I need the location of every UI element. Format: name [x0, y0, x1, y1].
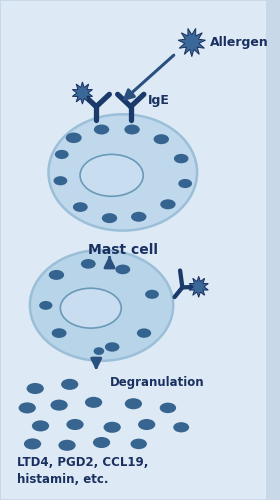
Ellipse shape [104, 422, 121, 433]
Ellipse shape [138, 419, 155, 430]
Ellipse shape [130, 438, 147, 449]
Ellipse shape [60, 288, 121, 328]
Ellipse shape [102, 213, 117, 223]
Ellipse shape [32, 420, 49, 432]
Ellipse shape [154, 134, 169, 144]
Polygon shape [189, 276, 208, 297]
Ellipse shape [160, 402, 176, 413]
Ellipse shape [53, 176, 67, 186]
Ellipse shape [174, 154, 188, 164]
Ellipse shape [50, 400, 68, 410]
Ellipse shape [48, 114, 197, 230]
Ellipse shape [131, 212, 146, 222]
Ellipse shape [115, 264, 130, 274]
Ellipse shape [39, 301, 52, 310]
Ellipse shape [66, 419, 84, 430]
Ellipse shape [24, 438, 41, 450]
Text: Degranulation: Degranulation [109, 376, 204, 389]
Ellipse shape [73, 202, 88, 212]
Text: LTD4, PGD2, CCL19,
histamin, etc.: LTD4, PGD2, CCL19, histamin, etc. [17, 456, 148, 486]
Text: Allergen: Allergen [210, 36, 269, 49]
Ellipse shape [105, 342, 120, 351]
Ellipse shape [52, 328, 67, 338]
Ellipse shape [59, 440, 76, 451]
Ellipse shape [27, 383, 44, 394]
Ellipse shape [125, 398, 142, 409]
Ellipse shape [145, 290, 159, 299]
Text: Mast cell: Mast cell [88, 243, 158, 257]
Ellipse shape [94, 347, 104, 355]
Polygon shape [72, 82, 93, 104]
Ellipse shape [93, 437, 110, 448]
Ellipse shape [66, 132, 82, 143]
Ellipse shape [85, 397, 102, 408]
FancyBboxPatch shape [0, 0, 270, 500]
Text: IgE: IgE [148, 94, 170, 107]
Ellipse shape [160, 200, 176, 209]
Ellipse shape [55, 150, 69, 159]
Polygon shape [178, 28, 206, 56]
Ellipse shape [124, 124, 140, 134]
Ellipse shape [61, 379, 78, 390]
Ellipse shape [18, 402, 36, 413]
Ellipse shape [30, 250, 173, 361]
Ellipse shape [80, 154, 143, 196]
Ellipse shape [94, 124, 109, 134]
Ellipse shape [49, 270, 64, 280]
Ellipse shape [178, 179, 192, 188]
Ellipse shape [173, 422, 189, 432]
Ellipse shape [137, 328, 151, 338]
Ellipse shape [81, 259, 96, 268]
